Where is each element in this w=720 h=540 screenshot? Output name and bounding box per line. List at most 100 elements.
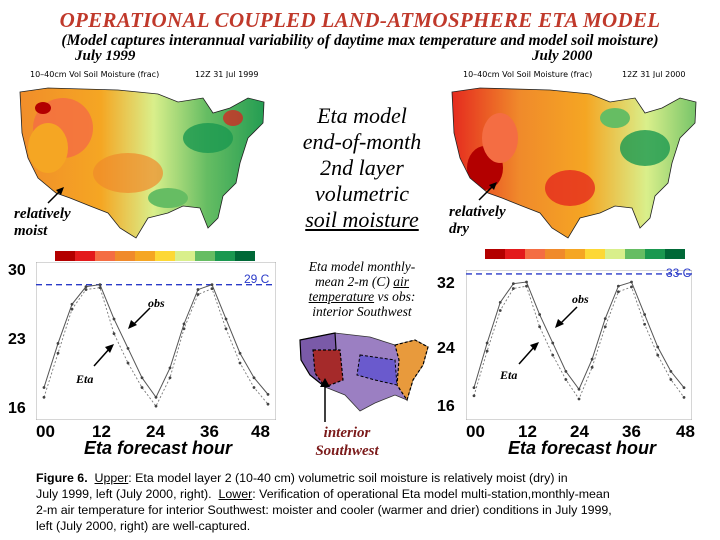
right-map-label-relatively: relatively	[449, 204, 506, 220]
eta-small-line-2: mean 2-m (C)	[314, 274, 390, 289]
right-series-obs-point	[525, 280, 528, 284]
center-line-1: Eta model	[317, 103, 407, 128]
right-series-obs-point	[656, 345, 660, 349]
left-series-obs-point	[154, 395, 158, 399]
left-temperature-chart	[36, 262, 276, 420]
left-obs-annotation: obs	[148, 296, 165, 310]
right-ytick-24: 24	[437, 340, 455, 357]
left-series-eta-point	[266, 402, 270, 406]
right-series-eta-point	[590, 365, 594, 369]
left-ytick-23: 23	[8, 331, 26, 348]
right-series-eta-point	[485, 349, 489, 353]
left-series-eta-point	[112, 332, 116, 336]
right-series-eta-point	[511, 287, 515, 290]
left-series-eta-point	[56, 351, 60, 355]
right-map-label-dry: dry	[449, 221, 469, 237]
left-chart-frame	[36, 262, 276, 420]
left-legend-swatch-1	[75, 251, 95, 261]
left-series-eta-point	[70, 307, 74, 311]
left-map-header-time: 12Z 31 Jul 1999	[195, 70, 259, 79]
temperature-description: Eta model monthly- mean 2-m (C) air temp…	[287, 259, 437, 319]
center-line-5: soil moisture	[305, 207, 419, 232]
caption-line2b: : Verification of operational Eta model …	[252, 487, 610, 501]
center-line-4: volumetric	[314, 181, 410, 206]
right-series-obs-point	[630, 280, 633, 284]
left-legend-swatch-5	[155, 251, 175, 261]
right-series-obs-point	[590, 357, 594, 361]
page-subtitle: (Model captures interannual variability …	[61, 32, 659, 49]
right-series-eta-point	[643, 322, 647, 326]
left-series-eta-point	[238, 361, 242, 365]
right-chart-frame	[466, 270, 692, 420]
right-series-eta-point	[603, 325, 607, 329]
right-xtick-36: 36	[622, 422, 641, 441]
right-series-obs-point	[551, 341, 555, 345]
figure-caption: Figure 6. Upper: Eta model layer 2 (10-4…	[36, 470, 696, 534]
left-series-obs-point	[266, 392, 270, 396]
left-legend-swatch-2	[95, 251, 115, 261]
left-series-eta-point	[182, 327, 186, 331]
right-xtick-00: 00	[466, 422, 485, 441]
right-legend-swatch-9	[665, 249, 685, 259]
left-series-obs-point	[140, 376, 144, 380]
right-eta-arrow	[518, 342, 539, 365]
right-ytick-16: 16	[437, 398, 455, 415]
left-series-obs-point	[210, 283, 214, 287]
caption-line4: left (July 2000, right) are well-capture…	[36, 519, 251, 533]
left-series-eta-line	[43, 287, 269, 407]
right-xtick-24: 24	[570, 422, 589, 441]
left-xtick-12: 12	[92, 422, 111, 441]
left-legend-swatch-6	[175, 251, 195, 261]
caption-line3: 2-m air temperature for interior Southwe…	[36, 503, 612, 517]
left-series-obs-point	[42, 386, 46, 389]
southwest-arrow	[320, 378, 330, 422]
right-map-arrow	[478, 182, 497, 201]
right-series-obs-point	[564, 369, 568, 373]
left-series-obs-point	[98, 283, 102, 287]
eta-small-line-3-u: temperature	[308, 289, 375, 304]
right-obs-annotation: obs	[572, 292, 589, 306]
right-legend-swatch-1	[505, 249, 525, 259]
right-series-obs-point	[616, 284, 620, 288]
page-title: OPERATIONAL COUPLED LAND-ATMOSPHERE ETA …	[59, 8, 661, 32]
left-series-obs-point	[56, 342, 60, 345]
left-series-eta-point	[210, 287, 214, 291]
left-series-obs-point	[182, 322, 186, 326]
center-line-2: end-of-month	[302, 129, 422, 154]
southwest-region-map	[299, 332, 429, 412]
left-xlabel: Eta forecast hour	[84, 438, 233, 458]
left-xtick-36: 36	[200, 422, 219, 441]
right-legend-swatch-8	[645, 249, 665, 259]
southwest-label: interior Southwest	[298, 424, 396, 460]
right-legend-swatch-6	[605, 249, 625, 259]
left-series-eta-point	[140, 386, 144, 389]
right-series-obs-point	[643, 313, 647, 316]
left-series-eta-point	[126, 361, 130, 365]
right-legend-swatch-3	[545, 249, 565, 259]
right-soil-moisture-map	[440, 78, 705, 248]
right-series-eta-point	[498, 309, 502, 312]
left-series-obs-point	[224, 317, 228, 321]
caption-fig: Figure 6.	[36, 471, 88, 485]
left-month-label: July 1999	[75, 48, 136, 64]
right-legend-swatch-2	[525, 249, 545, 259]
left-legend-swatch-0	[55, 251, 75, 261]
southwest-line-2: Southwest	[315, 443, 379, 459]
right-legend-swatch-0	[485, 249, 505, 259]
left-map-arrow	[47, 187, 64, 204]
left-eta-arrow	[93, 344, 114, 367]
left-ytick-16: 16	[8, 400, 26, 417]
right-legend-bar	[485, 249, 685, 259]
left-series-eta-point	[196, 293, 200, 296]
right-xtick-48: 48	[676, 422, 695, 441]
southwest-line-1: interior	[323, 425, 371, 441]
left-soil-moisture-map	[8, 78, 273, 248]
left-series-obs-point	[70, 302, 74, 306]
left-reference-label: 29 C	[244, 272, 270, 286]
left-legend-swatch-9	[235, 251, 255, 261]
left-ytick-30: 30	[8, 262, 26, 279]
left-xtick-24: 24	[146, 422, 165, 441]
right-obs-arrow	[555, 306, 578, 328]
right-series-obs-point	[538, 313, 542, 316]
left-series-obs-point	[238, 351, 242, 355]
